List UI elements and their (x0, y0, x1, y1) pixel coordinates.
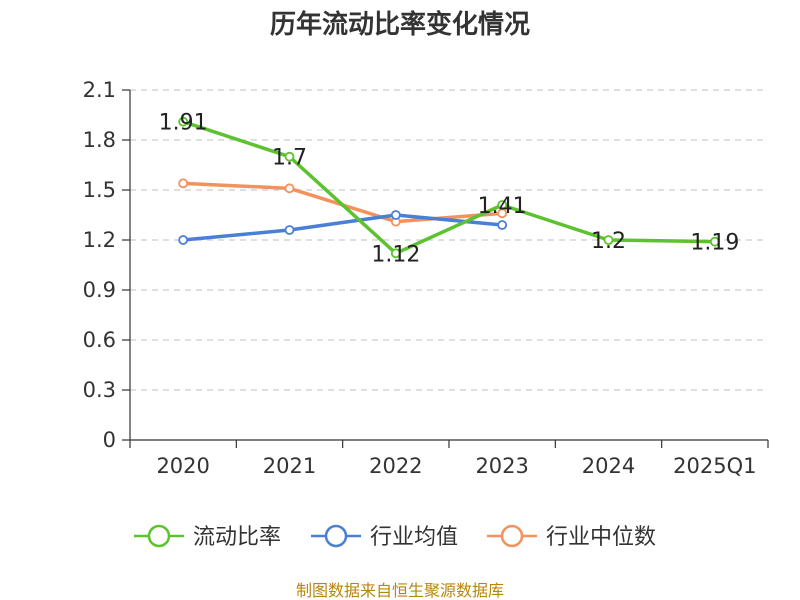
data-point (284, 151, 295, 162)
data-label: 1.7 (272, 146, 307, 171)
y-tick-label: 2.1 (83, 78, 116, 102)
legend-item: 行业中位数 (487, 524, 656, 550)
data-label: 1.41 (478, 194, 527, 219)
legend-marker (147, 524, 171, 548)
series-line-1 (183, 213, 503, 242)
x-tick-label: 2022 (369, 454, 422, 478)
data-point (178, 116, 189, 127)
legend-marker (500, 524, 524, 548)
source-note: 制图数据来自恒生聚源数据库 (296, 581, 504, 600)
series-lines (178, 116, 720, 259)
series-line-0 (182, 120, 715, 256)
legend-label: 流动比率 (193, 525, 281, 550)
legend-marker (324, 524, 348, 548)
legend-label: 行业均值 (370, 525, 458, 550)
data-point (497, 200, 508, 210)
x-tick-label: 2021 (263, 454, 316, 478)
data-label: 1.19 (690, 231, 739, 256)
data-point (390, 248, 401, 259)
data-point (603, 235, 614, 245)
y-tick-label: 1.5 (83, 178, 116, 202)
y-tick-label: 0.9 (83, 278, 116, 302)
data-point (178, 235, 189, 245)
data-label: 1.2 (591, 229, 626, 254)
x-tick-label: 2024 (582, 454, 635, 478)
x-tick-label: 2025Q1 (673, 454, 756, 478)
data-point (390, 210, 401, 220)
data-point (709, 236, 720, 247)
legend: 流动比率 行业均值 行业中位数 (134, 524, 656, 550)
data-point (284, 225, 295, 235)
data-labels: 1.91 1.7 1.12 1.41 1.2 1.19 (159, 111, 740, 268)
data-point (178, 178, 189, 189)
axes: 0 0.3 0.6 0.9 1.2 1.5 1.8 2.1 2020 2021 2022 2023 20… (83, 78, 769, 478)
legend-item: 流动比率 (134, 524, 281, 550)
legend-item: 行业均值 (311, 524, 458, 550)
x-tick-label: 2023 (475, 454, 528, 478)
data-point (497, 220, 508, 230)
series-line-2 (183, 181, 503, 224)
data-point (284, 183, 295, 194)
y-tick-label: 0 (103, 428, 116, 452)
data-label: 1.12 (371, 242, 420, 267)
legend-label: 行业中位数 (546, 525, 656, 550)
x-tick-label: 2020 (156, 454, 209, 478)
chart-title: 历年流动比率变化情况 (270, 9, 530, 40)
data-label: 1.91 (159, 111, 208, 136)
y-tick-label: 0.6 (83, 328, 116, 352)
y-tick-label: 1.8 (83, 128, 116, 152)
y-tick-label: 0.3 (83, 378, 116, 402)
y-tick-label: 1.2 (83, 228, 116, 252)
